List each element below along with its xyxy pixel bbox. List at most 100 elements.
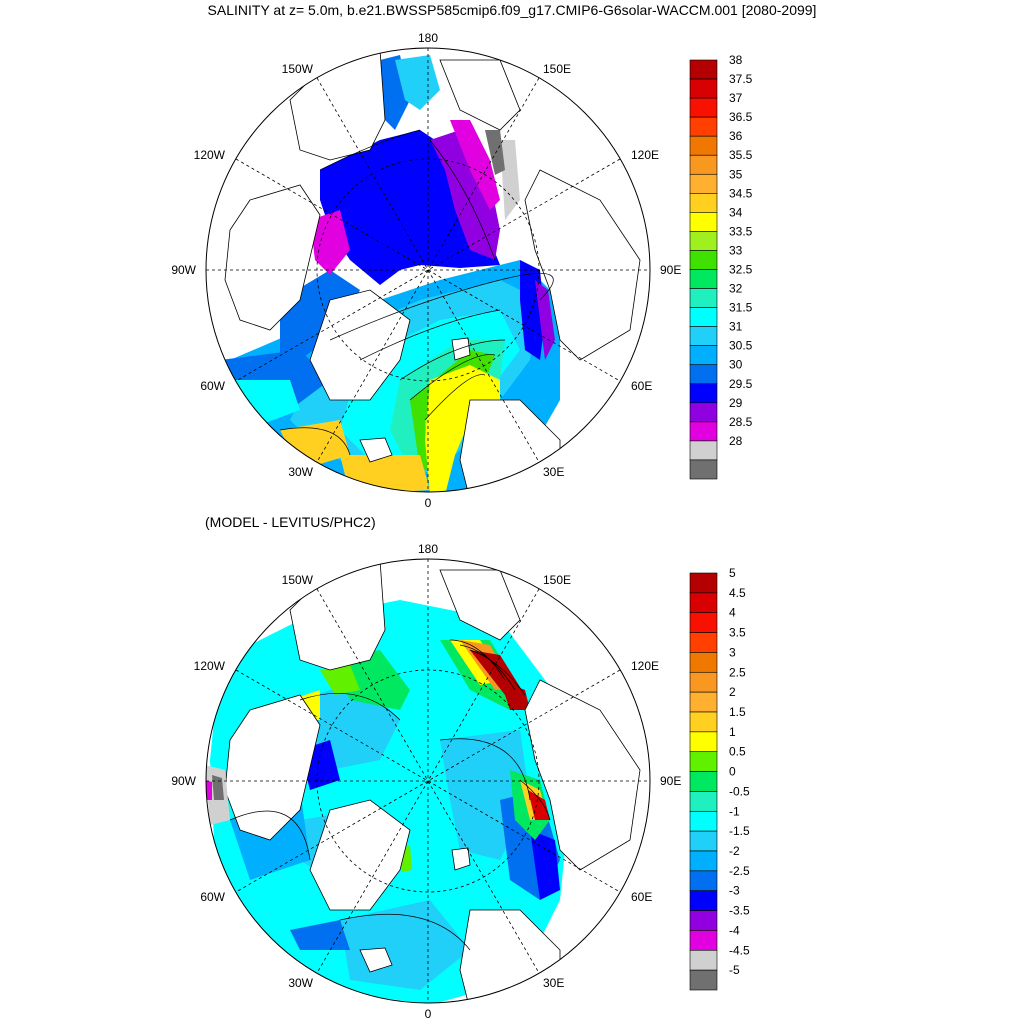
- difference-field: [206, 559, 650, 1003]
- colorbar-swatch: [689, 212, 718, 232]
- colorbar-swatch: [689, 632, 718, 653]
- colorbar-tick-label: -1: [729, 804, 740, 818]
- colorbar-tick-label: -0.5: [729, 784, 750, 798]
- colorbar-tick-label: 38: [729, 53, 743, 67]
- colorbar-tick-label: 35.5: [729, 148, 753, 162]
- colorbar-tick-label: 37: [729, 91, 743, 105]
- colorbar-tick-label: -1.5: [729, 824, 750, 838]
- colorbar-tick-label: 31: [729, 320, 743, 334]
- colorbar-tick-label: 34: [729, 205, 743, 219]
- colorbar-tick-label: 36.5: [729, 110, 753, 124]
- label-120e: 120E: [631, 148, 659, 162]
- colorbar-swatch: [689, 421, 718, 442]
- colorbar-tick-label: 29: [729, 396, 743, 410]
- label-60e: 60E: [631, 379, 652, 393]
- colorbar-swatch: [689, 930, 718, 951]
- colorbar-swatch: [689, 652, 718, 673]
- colorbar-tick-label: 28.5: [729, 415, 753, 429]
- colorbar-tick-label: 3: [729, 645, 736, 659]
- colorbar-swatch: [689, 440, 718, 461]
- salinity-colorbar: 38 37.5 37 36.5 36 35.5 35 34.5 34 33.5 33 32.5 32 31…: [689, 53, 753, 480]
- label-60e: 60E: [631, 890, 652, 904]
- colorbar-swatch: [689, 383, 718, 404]
- colorbar-tick-label: 2.5: [729, 665, 746, 679]
- label-0: 0: [425, 1007, 432, 1021]
- colorbar-swatch: [689, 193, 718, 213]
- colorbar-swatch: [689, 592, 718, 614]
- colorbar-tick-label: 30: [729, 358, 743, 372]
- colorbar-swatch: [689, 731, 718, 753]
- label-150e: 150E: [543, 573, 571, 587]
- colorbar-tick-label: 0.5: [729, 745, 746, 759]
- colorbar-swatch: [689, 78, 718, 99]
- colorbar-swatch: [689, 97, 718, 118]
- map-boundary: [205, 47, 651, 493]
- label-30w: 30W: [288, 465, 313, 479]
- colorbar-swatch: [689, 269, 718, 289]
- colorbar-tick-label: 1: [729, 725, 736, 739]
- colorbar-swatch: [689, 326, 718, 346]
- label-30w: 30W: [288, 976, 313, 990]
- colorbar-tick-label: 4.5: [729, 586, 746, 600]
- map-boundary: [205, 558, 651, 1004]
- colorbar-tick-label: -4.5: [729, 943, 750, 957]
- colorbar-swatch: [689, 173, 718, 194]
- label-120w: 120W: [194, 659, 226, 673]
- colorbar-swatch: [689, 135, 718, 156]
- colorbar-tick-label: 35: [729, 167, 743, 181]
- colorbar-tick-label: 28: [729, 434, 743, 448]
- colorbar-tick-label: 29.5: [729, 377, 753, 391]
- colorbar-tick-label: 5: [729, 566, 736, 580]
- colorbar-swatch: [689, 830, 718, 852]
- label-30e: 30E: [543, 465, 564, 479]
- difference-map: 180 0 90W 90E 150W 150E 120W 120E 60W 60…: [171, 542, 681, 1021]
- colorbar-tick-label: -2: [729, 844, 740, 858]
- colorbar-tick-label: 1.5: [729, 705, 746, 719]
- label-60w: 60W: [200, 379, 225, 393]
- difference-colorbar: 5 4.5 4 3.5 3 2.5 2 1.5 1 0.5 0 -0.5 -1 -1.5 -2 -2.5 -3 -…: [689, 566, 750, 991]
- label-90e: 90E: [660, 263, 681, 277]
- colorbar-swatch: [689, 910, 718, 931]
- colorbar-swatch: [689, 59, 718, 80]
- colorbar-swatch: [689, 870, 718, 892]
- graticule-labels: 180 0 90W 90E 150W 150E 120W 120E 60W 60…: [171, 542, 681, 1021]
- colorbar-tick-label: -5: [729, 963, 740, 977]
- colorbar-tick-label: -2.5: [729, 864, 750, 878]
- colorbar-tick-label: 32.5: [729, 263, 753, 277]
- salinity-map: 180 0 90W 90E 150W 150E 120W 120E 60W 60…: [171, 31, 681, 510]
- colorbar-swatch: [689, 810, 718, 832]
- colorbar-swatch: [689, 751, 718, 772]
- colorbar-swatch: [689, 969, 718, 991]
- label-60w: 60W: [200, 890, 225, 904]
- colorbar-swatch: [689, 612, 718, 633]
- label-90w: 90W: [171, 263, 196, 277]
- colorbar-tick-label: 31.5: [729, 301, 753, 315]
- colorbar-swatch: [689, 949, 718, 971]
- colorbar-tick-label: 33: [729, 243, 743, 257]
- label-120e: 120E: [631, 659, 659, 673]
- label-90w: 90W: [171, 774, 196, 788]
- colorbar-tick-label: 32: [729, 282, 743, 296]
- colorbar-swatch: [689, 116, 718, 137]
- colorbar-tick-label: 4: [729, 606, 736, 620]
- colorbar-swatch: [689, 307, 718, 327]
- colorbar-swatch: [689, 850, 718, 872]
- colorbar-tick-label: -3.5: [729, 904, 750, 918]
- label-180: 180: [418, 31, 438, 45]
- colorbar-swatch: [689, 364, 718, 385]
- colorbar-tick-label: 34.5: [729, 186, 753, 200]
- colorbar-tick-label: 36: [729, 129, 743, 143]
- colorbar-swatch: [689, 671, 718, 693]
- colorbar-tick-label: 3.5: [729, 626, 746, 640]
- label-90e: 90E: [660, 774, 681, 788]
- colorbar-swatch: [689, 231, 718, 251]
- colorbar-tick-label: -4: [729, 923, 740, 937]
- label-150e: 150E: [543, 62, 571, 76]
- colorbar-swatch: [689, 250, 718, 270]
- colorbar-tick-label: 37.5: [729, 72, 753, 86]
- label-180: 180: [418, 542, 438, 556]
- figure-title: SALINITY at z= 5.0m, b.e21.BWSSP585cmip6…: [207, 2, 817, 18]
- colorbar-tick-label: 0: [729, 765, 736, 779]
- colorbar-swatch: [689, 345, 718, 366]
- colorbar-tick-label: -3: [729, 884, 740, 898]
